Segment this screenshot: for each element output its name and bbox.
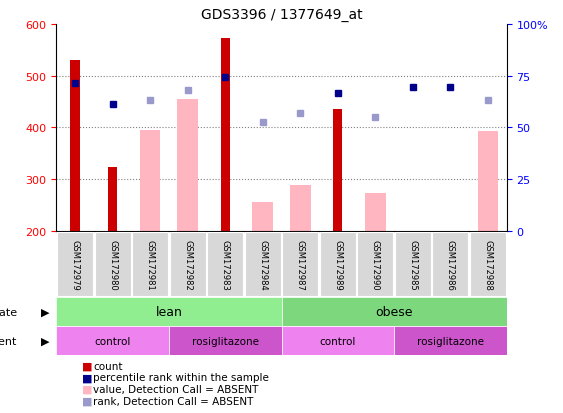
Bar (140, 131, 160, 231)
FancyBboxPatch shape (132, 233, 168, 296)
Text: GSM172983: GSM172983 (221, 239, 230, 290)
Text: GSM172979: GSM172979 (70, 239, 79, 290)
Bar (290, 186, 311, 231)
Text: control: control (95, 336, 131, 346)
FancyBboxPatch shape (56, 297, 282, 326)
FancyBboxPatch shape (470, 233, 506, 296)
Text: GSM172990: GSM172990 (371, 239, 380, 290)
Text: count: count (93, 361, 122, 371)
Text: ■: ■ (82, 361, 92, 371)
FancyBboxPatch shape (245, 233, 281, 296)
Bar (177, 100, 198, 231)
Text: GSM172982: GSM172982 (183, 239, 192, 290)
Text: rosiglitazone: rosiglitazone (191, 336, 259, 346)
FancyBboxPatch shape (282, 326, 394, 355)
Bar (70, 61, 80, 231)
Bar (477, 132, 498, 231)
Text: GSM172981: GSM172981 (146, 239, 155, 290)
Bar (221, 39, 230, 231)
Text: GSM172985: GSM172985 (408, 239, 417, 290)
Text: GSM172980: GSM172980 (108, 239, 117, 290)
Text: ▶: ▶ (41, 307, 50, 317)
Text: percentile rank within the sample: percentile rank within the sample (93, 373, 269, 382)
FancyBboxPatch shape (432, 233, 468, 296)
FancyBboxPatch shape (95, 233, 131, 296)
Text: ■: ■ (82, 384, 92, 394)
Text: value, Detection Call = ABSENT: value, Detection Call = ABSENT (93, 384, 258, 394)
Text: GSM172989: GSM172989 (333, 239, 342, 290)
Bar (333, 110, 342, 231)
Text: agent: agent (0, 336, 17, 346)
Title: GDS3396 / 1377649_at: GDS3396 / 1377649_at (200, 8, 363, 22)
FancyBboxPatch shape (394, 326, 507, 355)
Bar (252, 203, 273, 231)
FancyBboxPatch shape (56, 326, 169, 355)
Text: ▶: ▶ (41, 336, 50, 346)
FancyBboxPatch shape (320, 233, 356, 296)
Text: ■: ■ (82, 396, 92, 406)
FancyBboxPatch shape (282, 297, 507, 326)
Bar (108, 168, 117, 231)
Text: rank, Detection Call = ABSENT: rank, Detection Call = ABSENT (93, 396, 253, 406)
Text: disease state: disease state (0, 307, 17, 317)
Text: control: control (320, 336, 356, 346)
Text: obese: obese (376, 305, 413, 318)
Text: GSM172986: GSM172986 (446, 239, 455, 290)
FancyBboxPatch shape (207, 233, 243, 296)
Bar (365, 194, 386, 231)
FancyBboxPatch shape (169, 233, 205, 296)
FancyBboxPatch shape (169, 326, 282, 355)
Text: GSM172987: GSM172987 (296, 239, 305, 290)
Text: GSM172984: GSM172984 (258, 239, 267, 290)
FancyBboxPatch shape (57, 233, 93, 296)
FancyBboxPatch shape (358, 233, 394, 296)
Text: lean: lean (155, 305, 182, 318)
Text: ■: ■ (82, 373, 92, 382)
Text: rosiglitazone: rosiglitazone (417, 336, 484, 346)
Text: GSM172988: GSM172988 (484, 239, 493, 290)
FancyBboxPatch shape (282, 233, 318, 296)
FancyBboxPatch shape (395, 233, 431, 296)
